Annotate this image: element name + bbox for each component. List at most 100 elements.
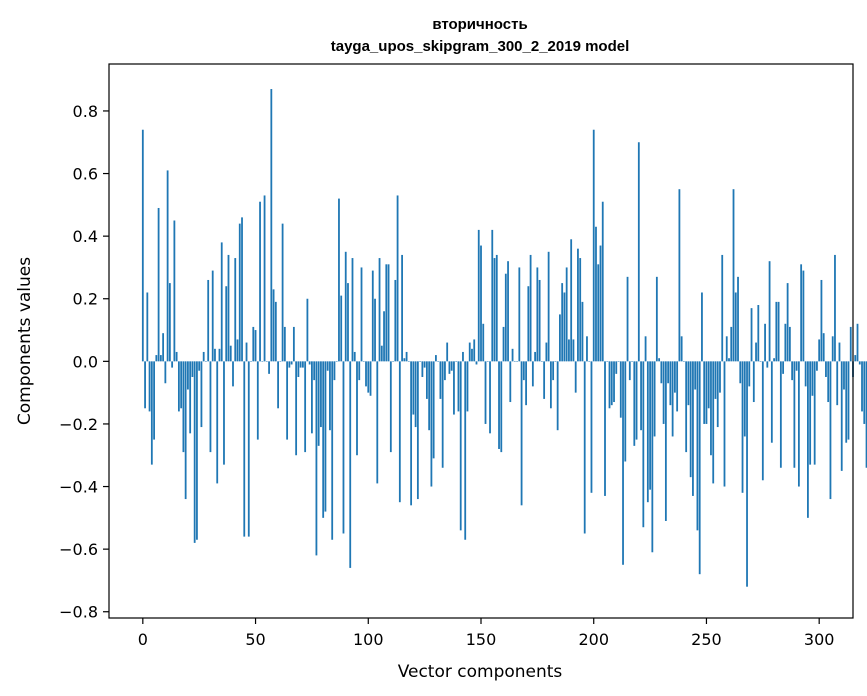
chart-title-line2: tayga_upos_skipgram_300_2_2019 model bbox=[331, 38, 630, 55]
bar bbox=[320, 361, 322, 428]
bar bbox=[340, 295, 343, 362]
bar bbox=[148, 361, 151, 412]
bar bbox=[608, 361, 611, 409]
bar bbox=[493, 258, 496, 362]
bar bbox=[559, 314, 561, 362]
bar bbox=[748, 361, 751, 387]
bar bbox=[227, 254, 230, 362]
bar bbox=[525, 361, 527, 406]
y-tick-label: 0.2 bbox=[73, 290, 98, 309]
bar bbox=[202, 351, 205, 362]
bar bbox=[865, 361, 867, 468]
x-tick-label: 100 bbox=[353, 630, 384, 649]
bar bbox=[279, 361, 282, 362]
bar bbox=[705, 361, 708, 424]
bar bbox=[489, 361, 491, 434]
y-tick-label: 0.6 bbox=[73, 165, 98, 184]
bar bbox=[628, 361, 631, 381]
bar bbox=[482, 323, 485, 362]
bar bbox=[428, 361, 431, 431]
bar bbox=[590, 361, 593, 493]
bar bbox=[615, 361, 618, 374]
bar bbox=[344, 251, 347, 362]
bar bbox=[200, 361, 203, 428]
x-tick-label: 200 bbox=[578, 630, 609, 649]
bar bbox=[324, 361, 327, 512]
bar bbox=[502, 326, 505, 362]
bar bbox=[840, 361, 843, 471]
bar bbox=[466, 361, 469, 412]
bar bbox=[322, 361, 325, 518]
bar bbox=[723, 361, 726, 487]
bar bbox=[283, 326, 286, 362]
bar bbox=[574, 361, 577, 393]
bar bbox=[786, 283, 789, 362]
bar bbox=[457, 361, 460, 412]
bar bbox=[644, 336, 647, 362]
bar bbox=[547, 251, 550, 362]
bar bbox=[425, 361, 428, 399]
bar bbox=[405, 351, 408, 362]
bar bbox=[450, 361, 453, 371]
bar bbox=[304, 361, 307, 453]
y-axis-ticks: −0.8 −0.6 −0.4 −0.2 0.0 0.2 0.4 0.6 0.8 bbox=[59, 102, 109, 622]
bar bbox=[419, 361, 422, 362]
bar bbox=[827, 361, 830, 403]
bar bbox=[809, 361, 812, 465]
bar bbox=[432, 361, 435, 459]
bar bbox=[671, 361, 674, 437]
bar bbox=[540, 361, 543, 362]
bar bbox=[757, 305, 760, 362]
bar bbox=[554, 361, 557, 362]
bar bbox=[166, 170, 169, 362]
bar bbox=[268, 361, 270, 374]
bar bbox=[209, 361, 212, 453]
bar bbox=[770, 361, 773, 443]
bar bbox=[477, 229, 480, 362]
bar bbox=[714, 361, 717, 399]
bar bbox=[637, 142, 640, 362]
bar bbox=[353, 351, 356, 362]
bar bbox=[588, 361, 591, 362]
bar bbox=[205, 361, 207, 362]
bar bbox=[606, 361, 609, 362]
bar bbox=[669, 361, 672, 406]
bar bbox=[362, 361, 365, 362]
bar bbox=[392, 361, 394, 362]
bar bbox=[653, 361, 656, 437]
bar bbox=[414, 361, 417, 428]
bar bbox=[491, 229, 494, 362]
x-tick-label: 50 bbox=[245, 630, 265, 649]
bar bbox=[646, 361, 649, 503]
bar bbox=[254, 330, 257, 362]
bar bbox=[295, 361, 298, 456]
bar bbox=[374, 298, 376, 362]
bar bbox=[755, 342, 757, 362]
bar bbox=[549, 361, 552, 409]
bar bbox=[338, 198, 340, 362]
bar bbox=[180, 361, 183, 409]
bar bbox=[480, 245, 482, 362]
bar bbox=[752, 361, 755, 403]
bar bbox=[601, 201, 604, 362]
bar bbox=[286, 361, 289, 440]
y-tick-label: 0.4 bbox=[73, 227, 98, 246]
bar bbox=[750, 308, 753, 362]
bar bbox=[347, 283, 349, 362]
bar bbox=[360, 267, 363, 362]
bar bbox=[619, 361, 622, 418]
bar bbox=[622, 361, 624, 565]
bar bbox=[583, 361, 586, 534]
bars-group bbox=[141, 89, 867, 587]
bar bbox=[196, 361, 198, 540]
bar bbox=[678, 189, 681, 362]
bar bbox=[250, 361, 252, 362]
bar bbox=[712, 361, 715, 484]
bar bbox=[721, 254, 724, 362]
bar bbox=[836, 361, 839, 406]
bar bbox=[410, 361, 413, 506]
bar bbox=[728, 358, 730, 362]
bar bbox=[259, 201, 261, 362]
bar bbox=[536, 267, 539, 362]
bar bbox=[640, 361, 642, 431]
